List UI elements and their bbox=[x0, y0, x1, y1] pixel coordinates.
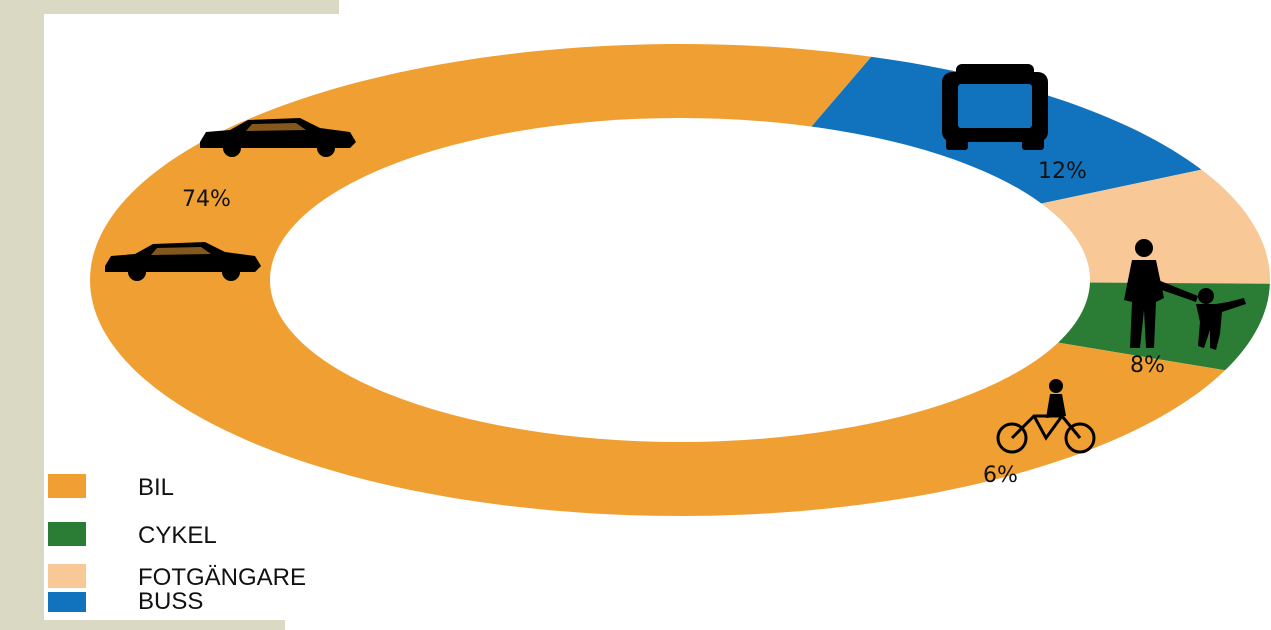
legend-label-bil: BIL bbox=[138, 474, 175, 501]
donut-hole bbox=[270, 118, 1090, 442]
frame-top-bar bbox=[0, 0, 339, 14]
frame-left-bar bbox=[0, 0, 44, 630]
bicycle-icon bbox=[996, 379, 1096, 454]
legend-label-fotgangare: FOTGÄNGARE bbox=[138, 564, 307, 591]
legend-swatch-cykel bbox=[48, 522, 86, 546]
legend-swatch-fotgangare bbox=[48, 564, 86, 588]
data-label-cykel: 6% bbox=[983, 463, 1018, 488]
data-label-buss: 12% bbox=[1038, 159, 1087, 184]
bus-icon bbox=[942, 64, 1048, 150]
data-label-fotgangare: 8% bbox=[1130, 353, 1165, 378]
legend-label-buss: BUSS bbox=[138, 588, 204, 615]
data-label-bil: 74% bbox=[182, 187, 231, 212]
legend-label-cykel: CYKEL bbox=[138, 522, 217, 549]
frame-bottom-bar bbox=[0, 620, 285, 630]
legend-swatch-buss bbox=[48, 592, 86, 612]
pedestrian-icon bbox=[1124, 239, 1246, 350]
legend-swatch-bil bbox=[48, 474, 86, 498]
